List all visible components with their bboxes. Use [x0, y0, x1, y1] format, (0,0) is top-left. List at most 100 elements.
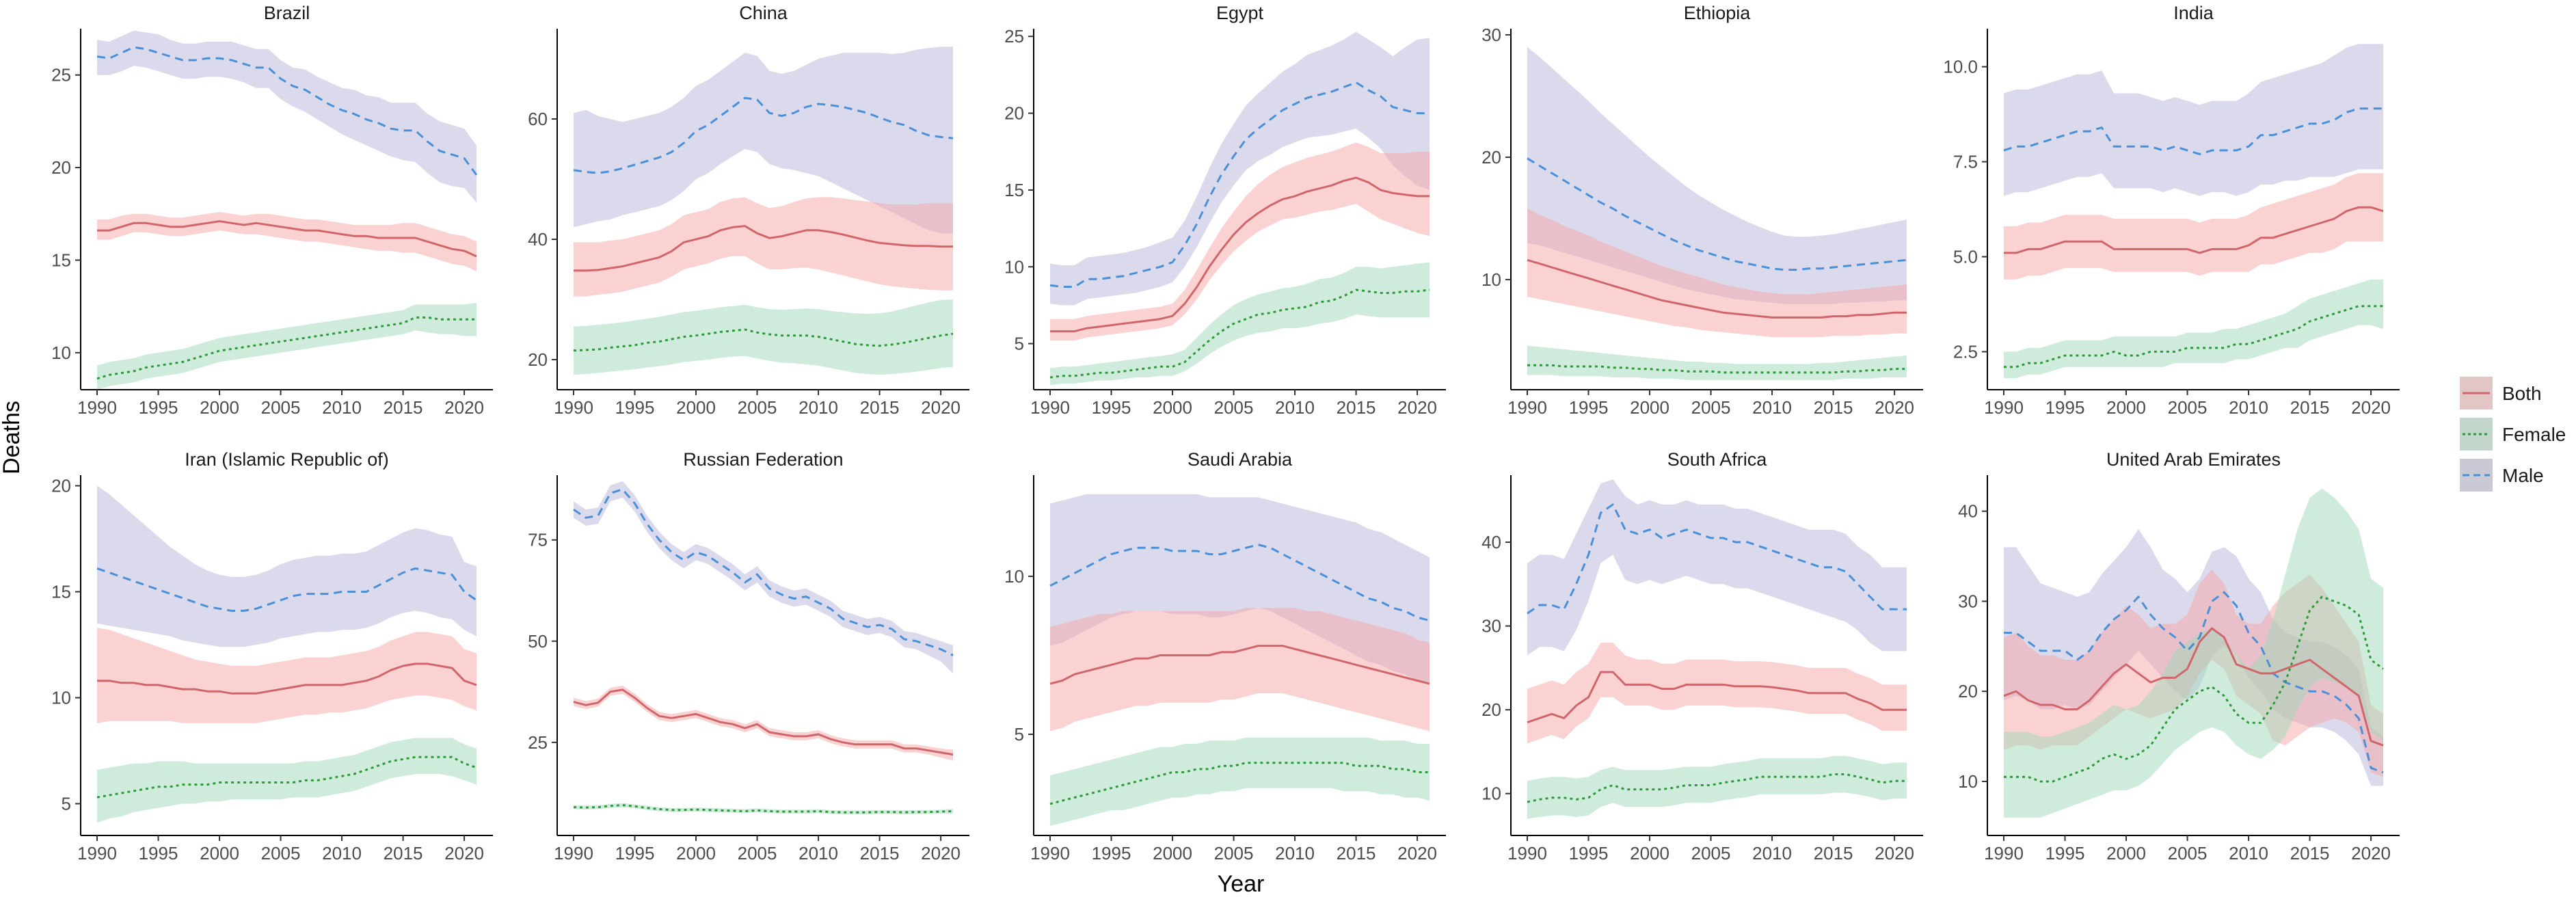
x-tick-label: 1995	[2045, 843, 2085, 863]
x-tick-label: 1995	[139, 397, 178, 418]
y-tick-label: 10	[51, 688, 71, 708]
x-tick-label: 2010	[799, 397, 838, 418]
both-ci-band	[2004, 173, 2383, 280]
x-tick-label: 2015	[860, 843, 900, 863]
x-tick-label: 1990	[1030, 397, 1070, 418]
x-tick-label: 2020	[1397, 397, 1437, 418]
female-ci-band	[97, 738, 477, 823]
panel-india: India 2.5 5.0 7.5 10.0 1990 1995 2000 2005 2010 20…	[1943, 3, 2400, 418]
x-tick-label: 2005	[2168, 843, 2208, 863]
x-tick-label: 2005	[1691, 397, 1731, 418]
x-tick-label: 2020	[1397, 843, 1437, 863]
y-tick-label: 10	[51, 343, 71, 363]
female-series-line	[1049, 289, 1430, 379]
x-tick-label: 1990	[554, 843, 593, 863]
x-tick-label: 2010	[1752, 397, 1792, 418]
y-tick-label: 30	[1958, 591, 1978, 611]
x-tick-label: 2005	[261, 843, 301, 863]
legend-label: Female	[2502, 424, 2566, 445]
x-tick-label: 2010	[799, 843, 838, 863]
x-tick-label: 2015	[1814, 843, 1853, 863]
x-tick-label: 1995	[1092, 843, 1131, 863]
male-series-line	[1049, 544, 1430, 622]
panel-title: India	[2173, 3, 2214, 23]
panel-title: Ethiopia	[1684, 3, 1752, 23]
x-tick-label: 2000	[1630, 397, 1669, 418]
y-tick-label: 5	[1015, 334, 1024, 354]
both-ci-band	[1050, 142, 1430, 341]
y-tick-label: 10	[1004, 256, 1024, 277]
y-tick-label: 10	[1481, 269, 1501, 290]
x-tick-label: 2015	[2290, 397, 2330, 418]
x-tick-label: 1990	[1507, 397, 1547, 418]
x-tick-label: 2020	[444, 843, 484, 863]
y-tick-label: 25	[528, 732, 548, 753]
y-axis-label: Deaths	[0, 401, 25, 474]
y-tick-label: 20	[528, 349, 548, 370]
y-tick-label: 15	[1004, 180, 1024, 200]
x-tick-label: 1990	[1030, 843, 1070, 863]
y-tick-label: 20	[1481, 147, 1501, 168]
male-series-line	[2004, 591, 2384, 774]
male-ci-band	[574, 481, 953, 674]
female-ci-band	[1050, 262, 1430, 386]
y-tick-label: 50	[528, 631, 548, 652]
female-ci-band	[97, 302, 477, 390]
x-tick-label: 2010	[1275, 397, 1315, 418]
male-series-line	[96, 567, 477, 612]
male-series-line	[2003, 107, 2383, 155]
panel-title: China	[739, 3, 788, 23]
both-series-line	[1527, 258, 1907, 319]
male-series-line	[1049, 81, 1430, 288]
female-ci-band	[1527, 755, 1907, 819]
male-series-line	[573, 488, 954, 656]
x-tick-label: 2005	[1691, 843, 1731, 863]
legend-item-both: Both	[2460, 377, 2542, 410]
y-tick-label: 20	[1004, 103, 1024, 124]
both-series-line	[1049, 645, 1430, 685]
both-ci-band	[574, 197, 953, 297]
male-ci-band	[97, 485, 477, 647]
y-tick-label: 10	[1004, 566, 1024, 587]
x-tick-label: 1990	[77, 397, 117, 418]
x-tick-label: 2005	[1214, 843, 1254, 863]
female-ci-band	[2004, 279, 2383, 379]
both-series-line	[2003, 627, 2384, 747]
both-ci-band	[1050, 608, 1430, 732]
x-tick-label: 2020	[2351, 397, 2391, 418]
y-tick-label: 15	[51, 582, 71, 602]
panel-egypt: Egypt 5 10 15 20 25 1990 1995 2000 2005 2010 2015 20…	[1004, 3, 1446, 418]
x-tick-label: 1995	[615, 843, 655, 863]
x-tick-label: 2000	[1153, 843, 1192, 863]
female-series-line	[1527, 364, 1907, 374]
female-ci-band	[574, 299, 953, 375]
female-ci-band	[1050, 737, 1430, 827]
x-tick-label: 2010	[322, 397, 362, 418]
legend: Both Female Male	[2460, 377, 2566, 492]
x-tick-label: 2000	[2106, 843, 2146, 863]
male-ci-band	[97, 30, 477, 203]
both-series-line	[97, 220, 477, 258]
x-tick-label: 2015	[384, 397, 423, 418]
y-tick-label: 25	[51, 65, 71, 85]
female-series-line	[573, 804, 954, 814]
panel-title: South Africa	[1667, 449, 1768, 470]
x-tick-label: 2000	[676, 397, 716, 418]
y-tick-label: 30	[1481, 25, 1501, 45]
legend-item-male: Male	[2460, 459, 2544, 492]
panel-title: United Arab Emirates	[2106, 449, 2281, 470]
legend-label: Male	[2502, 465, 2544, 486]
x-tick-label: 1990	[77, 843, 117, 863]
both-ci-band	[97, 628, 477, 723]
female-series-line	[96, 755, 477, 799]
x-tick-label: 2000	[2106, 397, 2146, 418]
x-tick-label: 2005	[738, 397, 777, 418]
x-tick-label: 1990	[554, 397, 593, 418]
female-ci-band	[1527, 345, 1907, 380]
x-tick-label: 2015	[1337, 843, 1376, 863]
panel-title: Egypt	[1216, 3, 1264, 23]
male-ci-band	[2004, 44, 2383, 196]
y-tick-label: 40	[528, 229, 548, 250]
